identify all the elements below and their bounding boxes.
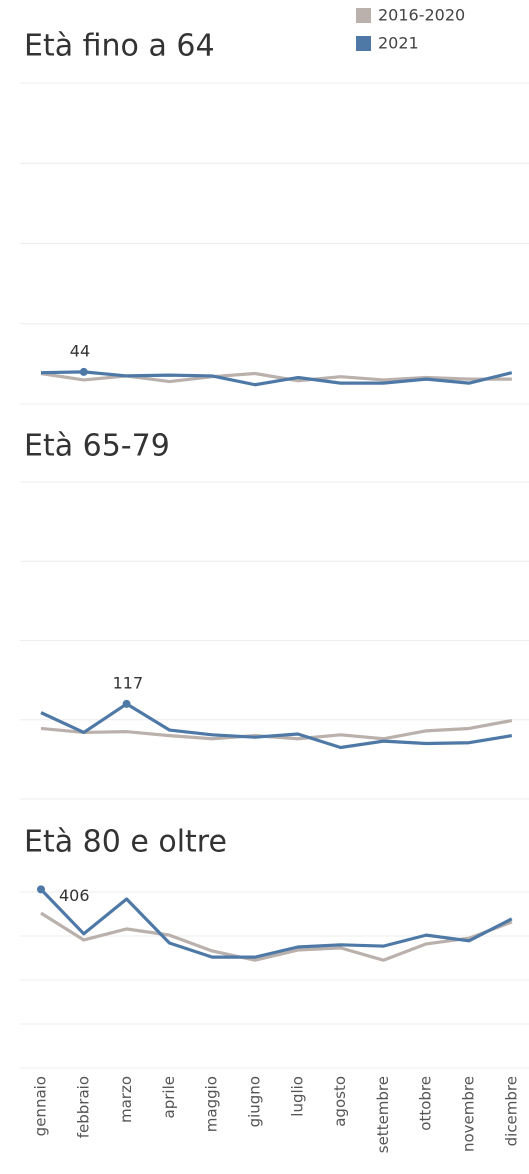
- line-series: [39, 888, 513, 959]
- x-tick-label: marzo: [117, 1076, 135, 1123]
- chart-title: Età 80 e oltre: [24, 825, 227, 860]
- x-tick-label: novembre: [460, 1076, 478, 1152]
- chart-title: Età fino a 64: [24, 29, 215, 64]
- data-label: 117: [113, 673, 144, 692]
- x-tick-label: febbraio: [74, 1076, 92, 1138]
- line-series: [40, 911, 513, 962]
- legend-label: 2021: [378, 34, 419, 53]
- legend-swatch: [356, 36, 371, 51]
- x-tick-label: aprile: [160, 1076, 178, 1118]
- data-label: 406: [59, 886, 90, 905]
- legend-swatch: [356, 8, 371, 23]
- legend-label: 2016-2020: [378, 6, 465, 25]
- line-series: [40, 370, 513, 387]
- highlight-point: [122, 699, 131, 708]
- x-tick-label: agosto: [331, 1076, 349, 1127]
- line-series: [40, 702, 513, 750]
- highlight-point: [79, 367, 88, 376]
- chart-title: Età 65-79: [24, 429, 170, 464]
- x-tick-label: gennaio: [32, 1076, 50, 1136]
- x-tick-label: maggio: [203, 1076, 221, 1132]
- x-tick-label: dicembre: [502, 1076, 520, 1146]
- x-tick-label: settembre: [374, 1076, 392, 1153]
- x-tick-label: ottobre: [417, 1076, 435, 1131]
- x-tick-label: giugno: [246, 1076, 264, 1127]
- highlight-point: [37, 885, 45, 894]
- data-label: 44: [70, 341, 90, 360]
- x-tick-label: luglio: [288, 1076, 306, 1117]
